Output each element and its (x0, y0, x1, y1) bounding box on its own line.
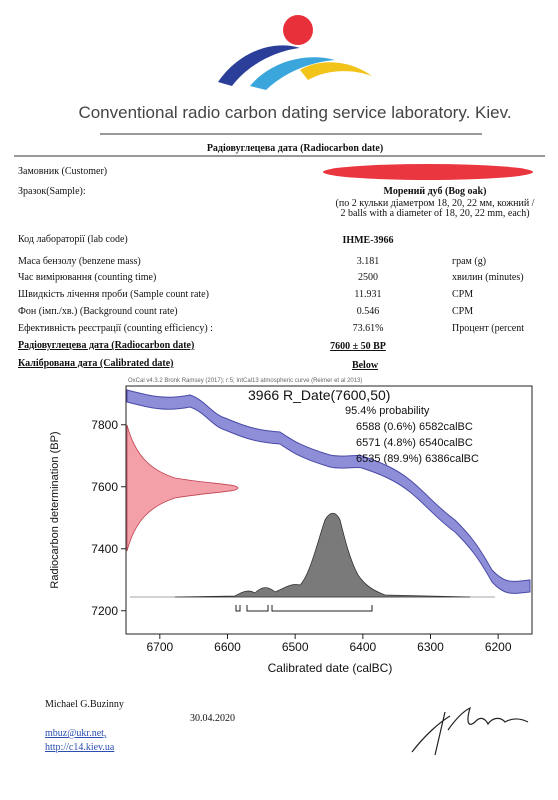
signature (411, 706, 529, 756)
calibration-curve (126, 389, 531, 594)
field-value: 0.546 (357, 306, 380, 317)
field-value: 2500 (358, 272, 378, 283)
probability-label: 95.4% probability (345, 405, 430, 417)
y-tick-label: 7600 (91, 480, 118, 494)
value-note: 2 balls with a diameter of 18, 20, 22 mm… (340, 208, 529, 219)
field-label: Ефективність реєстрації (counting effici… (18, 323, 213, 334)
range-label: 6588 (0.6%) 6582calBC (356, 421, 473, 433)
x-tick-label: 6200 (485, 640, 512, 654)
software-note: OxCal v4.3.2 Bronk Ramsey (2017); r:5; I… (128, 378, 362, 384)
field-unit: CPM (452, 289, 473, 300)
field-label: Код лабораторії (lab code) (18, 234, 128, 245)
x-tick-label: 6700 (146, 640, 173, 654)
field-value: 73.61% (353, 323, 384, 334)
x-tick-label: 6500 (282, 640, 309, 654)
field-label: Зразок(Sample): (18, 186, 86, 197)
field-label: Замовник (Customer) (18, 166, 107, 177)
value-note: (по 2 кульки діаметром 18, 20, 22 мм, ко… (336, 198, 535, 209)
date: 30.04.2020 (190, 713, 235, 724)
field-label: Фон (імп./хв.) (Background count rate) (18, 306, 178, 317)
calibrated-distribution (174, 512, 471, 598)
field-value: Морений дуб (Bog oak) (384, 186, 487, 197)
signer-name: Michael G.Buzinny (45, 699, 124, 710)
y-axis-label: Radiocarbon determination (BP) (49, 431, 61, 588)
field-value: 7600 ± 50 BP (330, 341, 386, 352)
range-label: 6535 (89.9%) 6386calBC (356, 453, 479, 465)
field-value: 3.181 (357, 256, 380, 267)
field-unit: Процент (percent (452, 323, 524, 334)
logo (218, 15, 372, 90)
field-label: Швидкість лічення проби (Sample count ra… (18, 289, 209, 300)
field-unit: хвилин (minutes) (452, 272, 524, 283)
range-brackets (235, 605, 373, 612)
x-axis-label: Calibrated date (calBC) (268, 661, 393, 675)
y-tick-label: 7800 (91, 418, 118, 432)
calibration-plot: OxCal v4.3.2 Bronk Ramsey (2017); r:5; I… (49, 378, 533, 675)
chart-title: 3966 R_Date(7600,50) (248, 387, 390, 403)
field-label: Калібрована дата (Calibrated date) (18, 358, 174, 369)
field-label: Маса бензолу (benzene mass) (18, 256, 141, 267)
doc-title: Радіовуглецева дата (Radiocarbon date) (207, 143, 383, 154)
y-tick-label: 7400 (91, 542, 118, 556)
y-tick-label: 7200 (91, 604, 118, 618)
x-tick-label: 6400 (349, 640, 376, 654)
field-value: ІНМЕ-3966 (342, 235, 393, 246)
field-unit: CPM (452, 306, 473, 317)
email-link[interactable]: mbuz@ukr.net, (45, 728, 106, 739)
x-tick-label: 6300 (417, 640, 444, 654)
radiocarbon-distribution (126, 424, 239, 552)
field-value: 11.931 (354, 289, 381, 300)
website-link[interactable]: http://c14.kiev.ua (45, 742, 115, 753)
range-label: 6571 (4.8%) 6540calBC (356, 437, 473, 449)
redaction (323, 164, 533, 180)
field-value: Below (352, 360, 379, 371)
field-label: Радіовуглецева дата (Radiocarbon date) (18, 340, 194, 351)
lab-name: Conventional radio carbon dating service… (78, 103, 511, 122)
field-unit: грам (g) (452, 256, 486, 267)
x-tick-label: 6600 (214, 640, 241, 654)
field-label: Час вимірювання (counting time) (18, 272, 156, 283)
